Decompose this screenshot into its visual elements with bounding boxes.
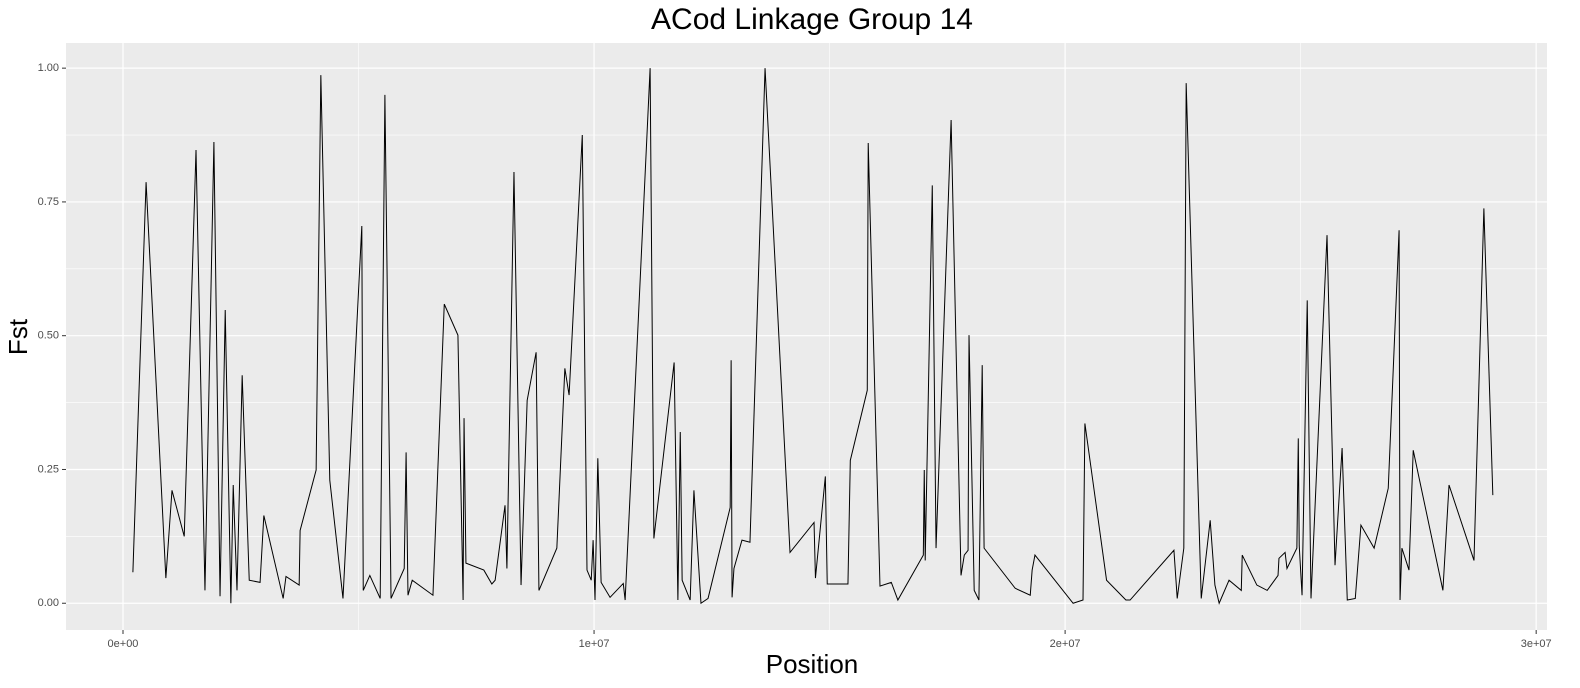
x-axis-label: Position bbox=[766, 649, 859, 679]
y-axis-label: Fst bbox=[3, 318, 33, 355]
data-line bbox=[132, 68, 1494, 605]
y-tick-label: 0.75 bbox=[38, 196, 59, 208]
x-tick-label: 3e+07 bbox=[1521, 638, 1552, 650]
x-tick-label: 2e+07 bbox=[1050, 638, 1081, 650]
chart-title: ACod Linkage Group 14 bbox=[651, 3, 973, 36]
y-tick-label: 0.00 bbox=[38, 597, 59, 609]
plot-panel bbox=[66, 43, 1547, 630]
y-tick-label: 0.50 bbox=[38, 330, 59, 342]
x-tick-label: 1e+07 bbox=[579, 638, 610, 650]
y-tick-label: 1.00 bbox=[38, 62, 59, 74]
x-tick-label: 0e+00 bbox=[108, 638, 139, 650]
y-tick-label: 0.25 bbox=[38, 463, 59, 475]
